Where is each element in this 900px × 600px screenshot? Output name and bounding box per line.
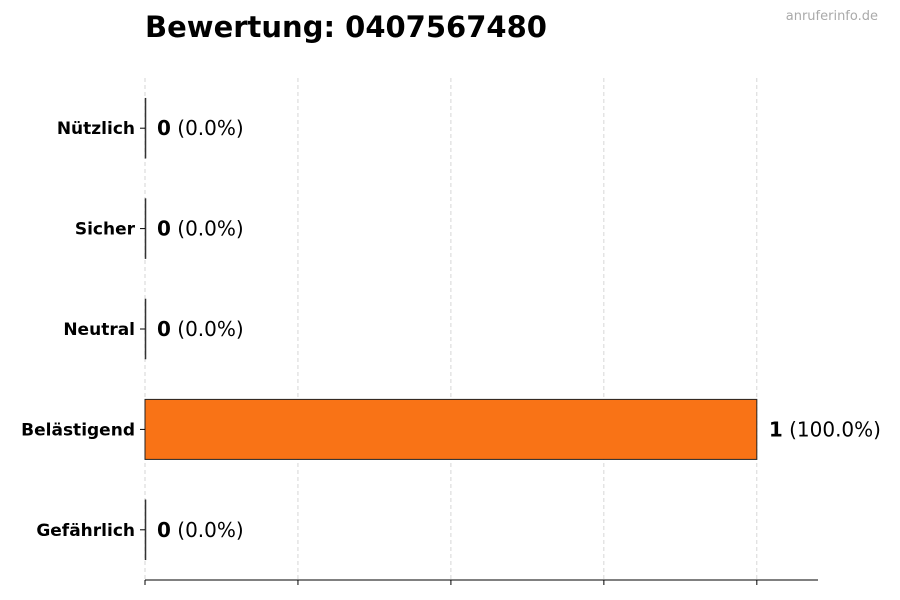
watermark: anruferinfo.de — [785, 9, 878, 24]
category-label: Nützlich — [57, 119, 135, 139]
bar — [144, 398, 758, 460]
data-value: 0 — [157, 217, 171, 241]
data-label: 0 (0.0%) — [157, 518, 244, 542]
category-label: Belästigend — [21, 420, 135, 440]
data-value: 0 — [157, 116, 171, 140]
bar — [144, 97, 147, 159]
bar — [144, 198, 147, 259]
data-label: 0 (0.0%) — [157, 317, 244, 341]
data-label: 1 (100.0%) — [769, 417, 881, 441]
data-label: 0 (0.0%) — [157, 217, 244, 241]
bar — [144, 298, 147, 360]
data-percent: (100.0%) — [783, 417, 881, 441]
category-label: Neutral — [63, 320, 135, 340]
data-label: 0 (0.0%) — [157, 116, 244, 140]
data-value: 0 — [157, 518, 171, 542]
data-percent: (0.0%) — [171, 317, 244, 341]
data-value: 1 — [769, 417, 783, 441]
data-value: 0 — [157, 317, 171, 341]
category-label: Gefährlich — [36, 521, 135, 541]
data-percent: (0.0%) — [171, 116, 244, 140]
category-label: Sicher — [75, 220, 136, 240]
bar — [144, 499, 147, 561]
chart-title: Bewertung: 0407567480 — [145, 10, 547, 44]
data-percent: (0.0%) — [171, 518, 244, 542]
data-percent: (0.0%) — [171, 217, 244, 241]
